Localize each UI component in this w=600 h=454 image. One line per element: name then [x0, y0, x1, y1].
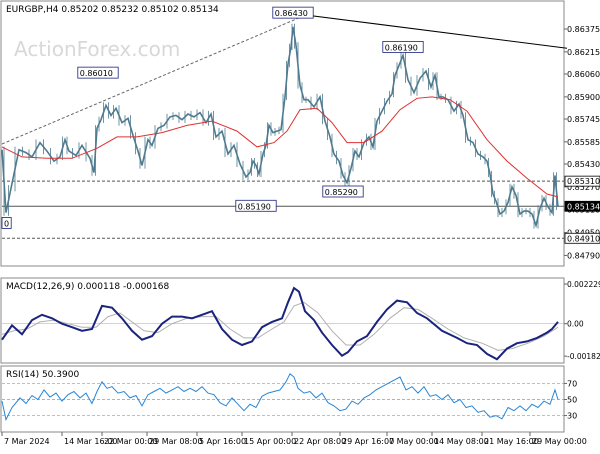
price-panel: 0.86375 0.86215 0.86060 0.85900 0.85745 0.855…	[1, 6, 600, 260]
macd-panel-frame	[0, 277, 565, 364]
x-axis-tick-label: 29 Mar 08:00	[149, 437, 202, 446]
price-y-tick-label: 0.85745	[567, 115, 600, 124]
rsi-y-tick-label: 70	[567, 379, 577, 388]
price-label-box	[382, 41, 424, 53]
price-label-box	[77, 66, 119, 79]
axis-price-tag	[564, 232, 600, 244]
price-panel-frame	[0, 0, 565, 267]
price-y-tick-label: 0.86375	[567, 25, 600, 34]
x-axis-tick-label: 14 Mar 16:00	[64, 437, 117, 446]
x-axis-tick-label: 22 Apr 08:00	[294, 437, 346, 446]
price-y-tick-label: 0.86215	[567, 48, 600, 57]
price-y-tick-label: 0.85430	[567, 160, 600, 169]
rsi-line	[1, 373, 559, 422]
x-axis-tick-label: 7 May 00:00	[389, 437, 439, 446]
rsi-y-tick-label: 50	[567, 396, 577, 405]
rsi-y-tick-label: 30	[567, 412, 577, 421]
rsi-panel: 70 50 30	[1, 373, 577, 422]
x-axis-tick-label: 15 Apr 00:00	[244, 437, 296, 446]
price-label: 0.86190	[385, 43, 418, 52]
watermark: ActionForex.com	[14, 37, 180, 61]
moving-average-line	[1, 96, 559, 198]
price-y-tick-label: 0.85900	[567, 93, 600, 102]
x-axis-tick-label: 14 May 08:00	[434, 437, 489, 446]
price-chart-title: EURGBP,H4 0.85202 0.85232 0.85102 0.8513…	[6, 5, 219, 15]
macd-y-tick-label: 0.002229	[567, 280, 600, 289]
macd-line	[1, 286, 559, 361]
price-label-box	[322, 185, 364, 198]
axis-price-tag-label: 0.84910	[567, 234, 600, 243]
rsi-title: RSI(14) 50.3900	[6, 370, 79, 380]
price-y-tick-label: 0.85585	[567, 138, 600, 147]
x-axis-tick-label: 29 May 00:00	[532, 437, 587, 446]
x-axis-tick-label: 5 Apr 16:00	[199, 437, 246, 446]
axis-price-tag	[564, 175, 600, 187]
price-label: 0	[4, 219, 9, 228]
axis-price-tag-label: 0.85310	[567, 177, 600, 186]
price-label: 0.85290	[325, 188, 358, 197]
price-series-line	[1, 26, 559, 229]
x-axis-tick-label: 7 Mar 2024	[4, 437, 50, 446]
x-axis-tick-label: 22 Mar 00:00	[104, 437, 157, 446]
macd-title: MACD(12,26,9) 0.000118 -0.000168	[6, 282, 169, 292]
macd-signal-line	[1, 301, 559, 351]
macd-y-tick-label: 0.00	[567, 320, 584, 329]
x-axis-tick-label: 21 May 16:00	[484, 437, 539, 446]
price-label: 0.85190	[238, 202, 271, 211]
price-label-box	[235, 199, 277, 212]
x-axis-tick-label: 29 Apr 16:00	[342, 437, 394, 446]
price-label-box	[272, 6, 314, 19]
trend-line	[1, 17, 299, 145]
axis-price-tag	[564, 200, 600, 212]
axis-price-tag-label: 0.85134	[567, 202, 600, 211]
price-label: 0.86010	[80, 69, 113, 78]
price-y-tick-label: 0.86060	[567, 70, 600, 79]
trend-line	[286, 12, 568, 49]
price-y-tick-label: 0.84790	[567, 251, 600, 260]
price-y-tick-label: 0.85270	[567, 183, 600, 192]
price-label: 0.86430	[275, 9, 308, 18]
price-label-box	[1, 217, 12, 229]
